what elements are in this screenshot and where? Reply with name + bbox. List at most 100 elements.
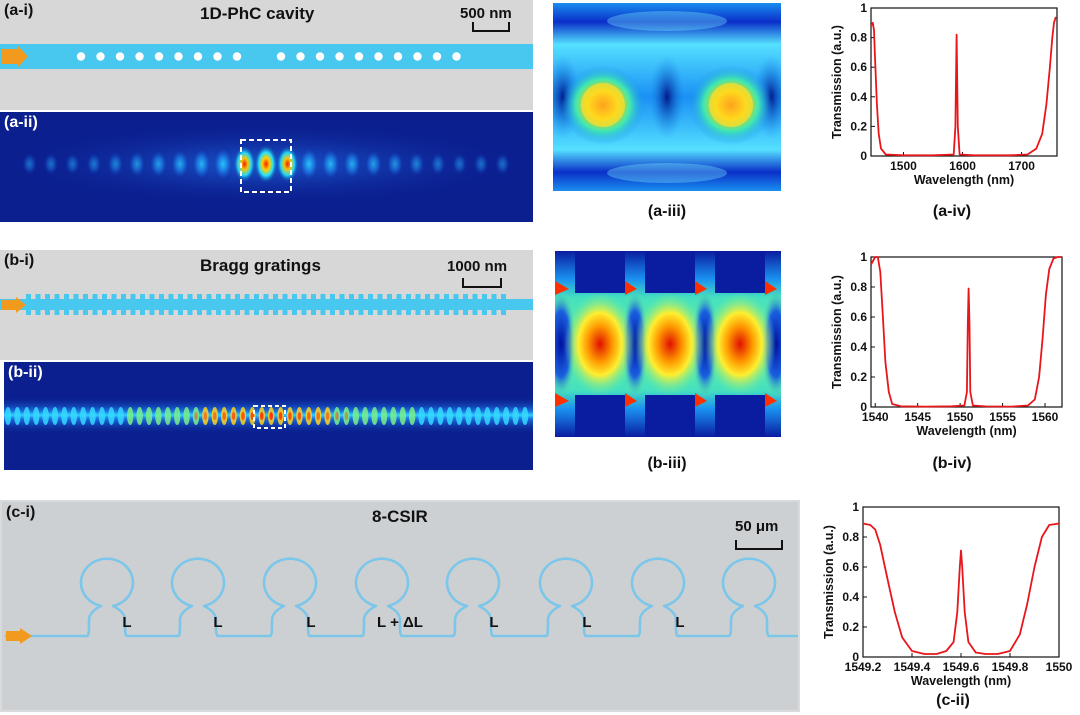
panel-label-b-ii: (b-ii)	[8, 364, 43, 381]
segment-label: L	[306, 614, 316, 631]
phc-hole	[393, 52, 403, 61]
csir-panel: (c-i) 8-CSIR 50 μm L L L L + ΔL L L L	[0, 500, 800, 712]
x-tick-label: 1550	[1046, 660, 1072, 674]
x-tick-label: 1545	[904, 410, 931, 424]
y-tick-label: 0.8	[850, 280, 867, 294]
phc-hole	[193, 52, 203, 61]
phc-hole	[135, 52, 144, 61]
plot-frame	[862, 506, 1060, 658]
mode-profile-b-iii	[555, 251, 781, 437]
phc-hole	[374, 52, 383, 61]
csir-waveguide	[5, 557, 798, 644]
plot-frame	[870, 7, 1058, 157]
segment-label: L	[489, 614, 499, 631]
x-tick-label: 1549.8	[992, 660, 1029, 674]
phc-hole	[315, 52, 325, 61]
bragg-field-panel: (b-ii)	[4, 362, 533, 470]
phc-hole	[76, 52, 86, 61]
phc-hole	[354, 52, 364, 61]
segment-label: L	[122, 614, 132, 631]
chart-b-iv: 0 0.2 0.4 0.6 0.8 1 1540 1545 1550 1555 1560 Wavele…	[830, 250, 1063, 438]
phc-hole	[154, 52, 164, 61]
y-tick-label: 0	[860, 149, 867, 163]
chart-c-ii: 0 0.2 0.4 0.6 0.8 1 1549.2 1549.4 1549.6 1549.8 15…	[822, 500, 1072, 688]
phc-hole	[96, 52, 105, 61]
y-tick-label: 0.6	[842, 560, 859, 574]
scale-bar-c	[735, 540, 783, 550]
phc-cavity-panel: (a-i) 1D-PhC cavity 500 nm	[0, 0, 533, 110]
y-tick-label: 0.2	[842, 620, 859, 634]
panel-label-a-i: (a-i)	[4, 2, 34, 19]
panel-title-bragg: Bragg gratings	[200, 256, 321, 275]
scale-bar-a	[472, 22, 510, 32]
y-tick-label: 0	[860, 400, 867, 414]
panel-label-c-i: (c-i)	[6, 504, 36, 521]
y-tick-label: 0.2	[850, 119, 867, 133]
phc-hole	[296, 52, 305, 61]
y-tick-label: 0.8	[850, 31, 867, 45]
bragg-grating-waveguide	[0, 294, 533, 315]
x-axis-label: Wavelength (nm)	[914, 173, 1014, 187]
phc-field-map	[0, 122, 533, 206]
panel-label-a-ii: (a-ii)	[4, 114, 38, 131]
caption-a-iv: (a-iv)	[932, 203, 972, 220]
mode-profile-a-iii	[553, 3, 781, 191]
phc-hole	[413, 52, 422, 61]
y-tick-label: 1	[860, 1, 867, 15]
scale-label-a: 500 nm	[460, 5, 512, 22]
y-tick-label: 0.8	[842, 530, 859, 544]
x-tick-label: 1700	[1008, 159, 1035, 173]
y-tick-label: 0.4	[842, 590, 859, 604]
segment-label: L	[675, 614, 685, 631]
phc-hole	[276, 52, 286, 61]
panel-label-b-i: (b-i)	[4, 252, 35, 269]
x-tick-label: 1600	[949, 159, 976, 173]
x-tick-label: 1540	[862, 410, 889, 424]
x-tick-label: 1555	[989, 410, 1016, 424]
y-tick-label: 1	[860, 250, 867, 264]
x-tick-label: 1549.6	[943, 660, 980, 674]
x-tick-label: 1500	[890, 159, 917, 173]
transmission-series	[870, 256, 1062, 408]
phc-hole	[213, 52, 222, 61]
phc-hole	[115, 52, 125, 61]
field-spots-a	[21, 144, 511, 184]
x-tick-label: 1560	[1032, 410, 1059, 424]
phc-hole	[174, 52, 183, 61]
phc-field-panel: (a-ii)	[0, 112, 533, 222]
y-tick-label: 0	[852, 650, 859, 664]
y-axis-label: Transmission (a.u.)	[830, 25, 844, 139]
csir-rings	[5, 557, 798, 638]
caption-c-ii: (c-ii)	[936, 692, 970, 709]
scale-label-b: 1000 nm	[447, 258, 508, 275]
y-tick-label: 1	[852, 500, 859, 514]
bragg-grating-panel: (b-i) Bragg gratings 1000 nm	[0, 250, 533, 360]
x-axis-label: Wavelength (nm)	[911, 674, 1011, 688]
phc-hole	[432, 52, 442, 61]
segment-label: L + ΔL	[377, 614, 423, 631]
y-tick-label: 0.4	[850, 340, 867, 354]
scale-bar-b	[462, 278, 502, 288]
phc-cavity-waveguide	[0, 44, 533, 69]
phc-hole	[335, 52, 344, 61]
x-tick-label: 1550	[947, 410, 974, 424]
phc-hole	[232, 52, 242, 61]
y-tick-label: 0.6	[850, 60, 867, 74]
caption-a-iii: (a-iii)	[647, 203, 687, 220]
plot-frame	[870, 256, 1063, 408]
segment-label: L	[213, 614, 223, 631]
y-axis-label: Transmission (a.u.)	[822, 525, 836, 639]
transmission-series	[870, 16, 1057, 157]
y-axis-label: Transmission (a.u.)	[830, 275, 844, 389]
caption-b-iii: (b-iii)	[647, 455, 687, 472]
panel-title-phc: 1D-PhC cavity	[200, 4, 315, 23]
x-axis-label: Wavelength (nm)	[916, 424, 1016, 438]
phc-holes	[76, 52, 461, 61]
y-tick-label: 0.2	[850, 370, 867, 384]
bragg-teeth	[26, 294, 506, 315]
x-tick-label: 1549.2	[845, 660, 882, 674]
phc-hole	[452, 52, 461, 61]
y-tick-label: 0.6	[850, 310, 867, 324]
scale-label-c: 50 μm	[735, 518, 779, 535]
